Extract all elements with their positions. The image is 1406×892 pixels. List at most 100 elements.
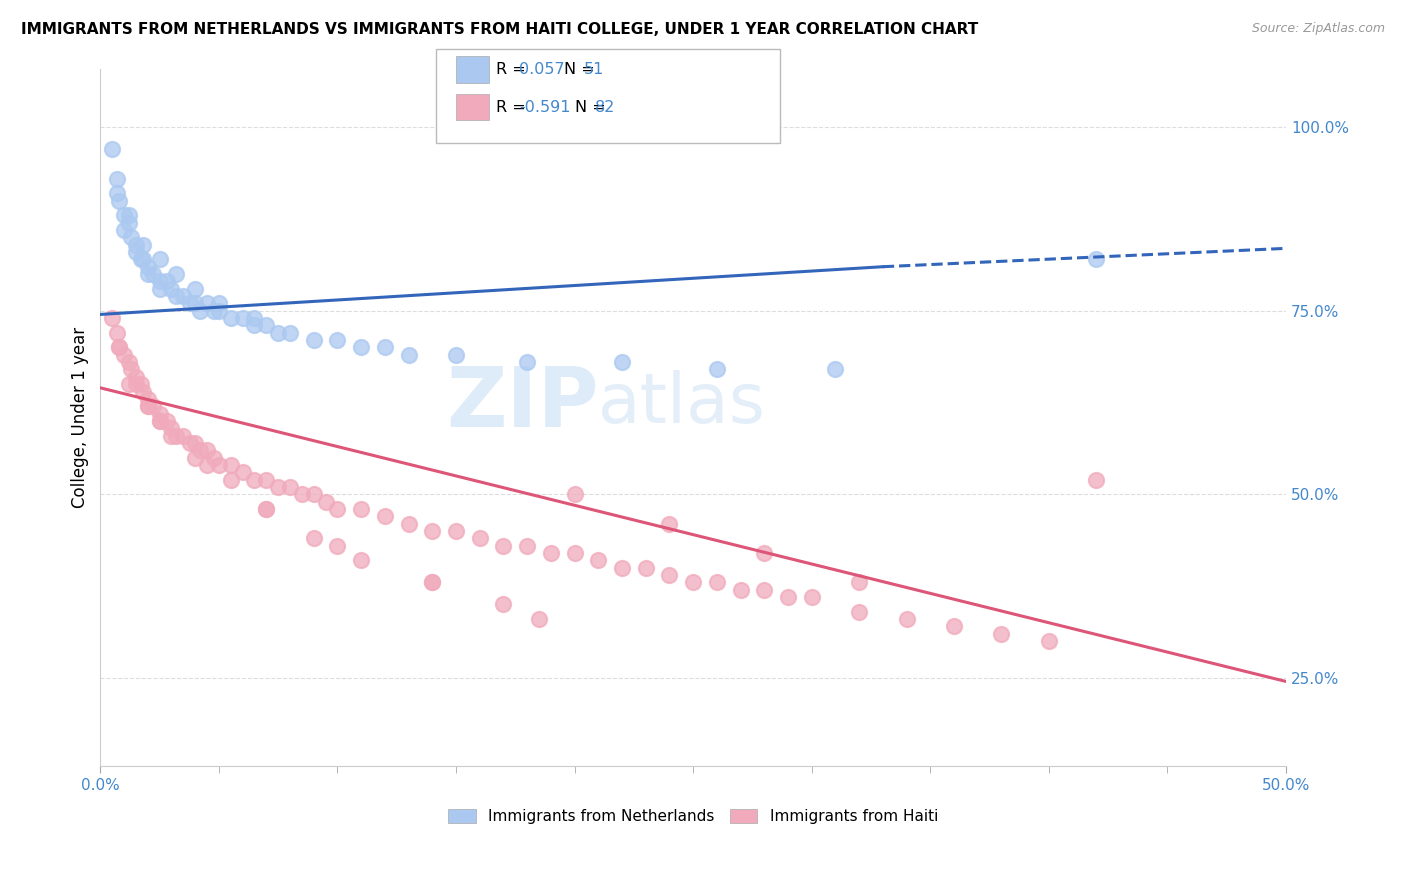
Point (202, 303, 225, 318)
Text: Source: ZipAtlas.com: Source: ZipAtlas.com (1251, 22, 1385, 36)
Point (165, 428, 187, 442)
Text: 51: 51 (583, 62, 603, 77)
Text: IMMIGRANTS FROM NETHERLANDS VS IMMIGRANTS FROM HAITI COLLEGE, UNDER 1 YEAR CORRE: IMMIGRANTS FROM NETHERLANDS VS IMMIGRANT… (21, 22, 979, 37)
Point (195, 443, 218, 458)
Text: R =: R = (496, 62, 531, 77)
Point (125, 237, 148, 252)
Point (516, 355, 538, 369)
Point (444, 348, 467, 362)
Point (350, 341, 373, 355)
Point (208, 458, 231, 472)
Point (350, 553, 373, 567)
Point (120, 362, 142, 376)
Point (105, 326, 128, 340)
Point (108, 194, 131, 208)
Point (129, 252, 152, 267)
Point (776, 590, 799, 604)
Point (118, 355, 141, 369)
Point (492, 598, 515, 612)
Point (243, 473, 266, 487)
Point (112, 223, 135, 237)
Text: R =: R = (496, 100, 531, 114)
Point (136, 399, 159, 413)
Text: atlas: atlas (599, 370, 766, 437)
Point (136, 267, 159, 281)
Point (202, 450, 225, 465)
Point (398, 516, 420, 531)
Point (184, 296, 207, 310)
Point (243, 318, 266, 333)
Text: ZIP: ZIP (446, 363, 599, 443)
Point (125, 377, 148, 392)
Point (1038, 634, 1060, 648)
Point (184, 450, 207, 465)
Point (232, 311, 254, 326)
Point (634, 560, 657, 574)
Point (219, 473, 242, 487)
Point (108, 341, 131, 355)
Point (112, 348, 135, 362)
Point (540, 546, 562, 560)
Point (188, 303, 211, 318)
Point (824, 362, 846, 376)
Point (1085, 252, 1108, 267)
Point (149, 252, 172, 267)
Point (896, 612, 918, 626)
Point (374, 509, 396, 524)
Point (118, 216, 141, 230)
Point (112, 208, 135, 222)
Point (468, 531, 491, 545)
Point (136, 260, 159, 274)
Point (254, 473, 277, 487)
Point (160, 428, 183, 442)
Text: 82: 82 (595, 100, 614, 114)
Point (125, 369, 148, 384)
Point (184, 436, 207, 450)
Point (374, 341, 396, 355)
Point (179, 296, 201, 310)
Point (219, 311, 242, 326)
Point (278, 480, 301, 494)
Point (208, 296, 231, 310)
Point (420, 575, 443, 590)
Point (754, 582, 776, 597)
Point (302, 333, 325, 347)
Point (291, 487, 314, 501)
Point (105, 171, 128, 186)
Point (141, 267, 163, 281)
Point (149, 407, 172, 421)
Point (149, 414, 172, 428)
Point (588, 553, 610, 567)
Point (156, 274, 179, 288)
Point (527, 612, 550, 626)
Point (156, 414, 179, 428)
Point (101, 142, 124, 156)
Point (444, 524, 467, 538)
Point (132, 237, 155, 252)
Point (267, 480, 290, 494)
Point (243, 311, 266, 326)
Point (706, 575, 728, 590)
Point (610, 560, 633, 574)
Point (990, 626, 1012, 640)
Point (172, 289, 194, 303)
Point (118, 208, 141, 222)
Point (232, 465, 254, 479)
Point (516, 539, 538, 553)
Point (326, 502, 349, 516)
Point (129, 377, 152, 392)
Point (141, 399, 163, 413)
Point (302, 487, 325, 501)
Point (254, 318, 277, 333)
Point (120, 230, 142, 244)
Point (188, 443, 211, 458)
Point (267, 326, 290, 340)
Point (165, 289, 187, 303)
Point (564, 546, 586, 560)
Point (492, 539, 515, 553)
Point (1085, 473, 1108, 487)
Point (658, 516, 681, 531)
Y-axis label: College, Under 1 year: College, Under 1 year (72, 326, 89, 508)
Point (184, 282, 207, 296)
Point (160, 282, 183, 296)
